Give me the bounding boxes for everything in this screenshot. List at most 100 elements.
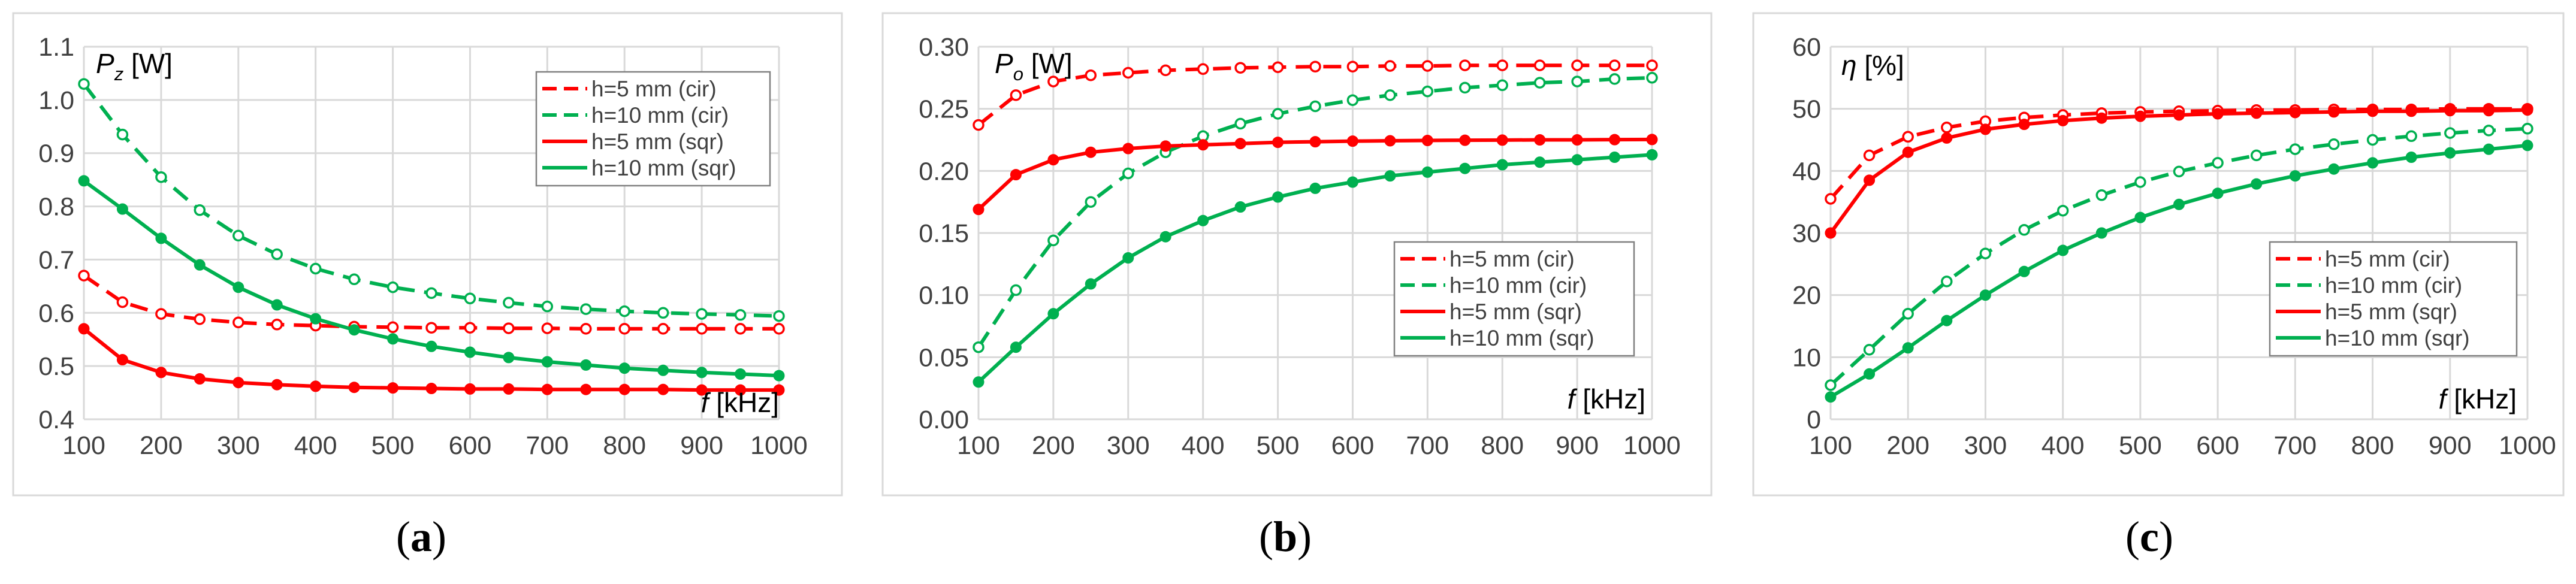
legend-label: h=10 mm (cir)	[1449, 273, 1587, 298]
data-point	[2251, 107, 2263, 119]
data-point	[155, 308, 167, 320]
data-point	[1825, 193, 1837, 205]
y-tick-label: 0.6	[38, 299, 74, 328]
data-point	[271, 299, 283, 311]
data-point	[657, 383, 669, 395]
data-point	[973, 119, 985, 131]
x-tick-label: 600	[1331, 431, 1375, 460]
data-point	[425, 340, 437, 352]
data-point	[734, 323, 747, 335]
data-point	[696, 308, 708, 320]
data-point	[2057, 244, 2069, 256]
data-point	[2018, 224, 2030, 236]
data-point	[232, 229, 244, 242]
data-point	[1941, 314, 1953, 326]
data-point	[1047, 308, 1059, 320]
data-point	[2056, 204, 2069, 217]
data-point	[1609, 134, 1621, 146]
data-point	[1459, 59, 1471, 71]
data-point	[1533, 59, 1546, 71]
data-point	[387, 382, 399, 394]
x-tick-label: 800	[1481, 431, 1524, 460]
y-tick-label: 0.8	[38, 193, 74, 222]
data-point	[1459, 162, 1471, 174]
data-point	[580, 359, 592, 371]
data-point	[1346, 94, 1359, 106]
series-2	[973, 72, 1658, 353]
data-point	[2521, 123, 2533, 135]
data-point	[386, 321, 399, 334]
data-point	[1533, 77, 1546, 89]
data-point	[541, 300, 554, 313]
data-point	[116, 354, 128, 365]
legend-label: h=5 mm (sqr)	[2325, 299, 2457, 324]
data-point	[1085, 196, 1097, 208]
data-point	[1122, 167, 1134, 180]
legend-label: h=5 mm (cir)	[591, 77, 717, 101]
data-point	[1825, 379, 1837, 391]
data-point	[773, 384, 785, 396]
data-point	[425, 322, 437, 334]
legend-label: h=10 mm (sqr)	[1449, 326, 1594, 350]
data-point	[1902, 131, 1914, 143]
data-point	[2212, 187, 2224, 199]
legend-label: h=5 mm (sqr)	[591, 129, 724, 154]
data-point	[2444, 147, 2456, 159]
data-point	[386, 281, 399, 293]
x-tick-label: 600	[449, 431, 492, 460]
data-point	[1234, 117, 1246, 130]
data-point	[1825, 391, 1837, 403]
data-point	[1459, 81, 1471, 94]
data-point	[348, 324, 360, 336]
data-point	[1272, 137, 1284, 149]
data-point	[1384, 60, 1396, 72]
data-point	[1159, 64, 1171, 77]
legend-label: h=10 mm (sqr)	[2325, 326, 2470, 350]
data-point	[2018, 119, 2030, 131]
data-point	[1902, 342, 1914, 354]
data-point	[1941, 276, 1953, 288]
x-tick-label: 500	[1257, 431, 1300, 460]
chart-panel-c: 0 10 20 30 40 50 60 100 200 300 400 500 600 700 800 900…	[1752, 12, 2565, 561]
y-tick-label: 0.4	[38, 406, 74, 434]
data-point	[696, 367, 708, 379]
x-tick-label: 600	[2196, 431, 2239, 460]
data-point	[1346, 60, 1359, 72]
data-point	[116, 128, 129, 141]
data-point	[1459, 134, 1471, 146]
legend: h=5 mm (cir)h=10 mm (cir)h=5 mm (sqr)h=1…	[535, 71, 771, 187]
data-point	[155, 367, 167, 379]
data-point	[503, 322, 515, 334]
y-tick-label: 0.9	[38, 140, 74, 168]
data-point	[2095, 227, 2107, 239]
data-point	[1234, 62, 1246, 74]
data-point	[2328, 106, 2340, 118]
data-point	[2134, 110, 2146, 122]
x-tick-label: 700	[2273, 431, 2317, 460]
data-point	[1571, 59, 1583, 71]
data-point	[657, 307, 669, 319]
data-point	[773, 323, 785, 335]
y-tick-label: 50	[1792, 95, 1821, 124]
x-axis-label: f [kHz]	[1568, 383, 1645, 414]
data-point	[2212, 157, 2224, 169]
data-point	[464, 346, 476, 358]
data-point	[1421, 85, 1434, 98]
data-point	[1159, 140, 1171, 152]
data-point	[1122, 252, 1134, 264]
data-point	[503, 296, 515, 309]
data-point	[1534, 156, 1546, 168]
data-point	[1309, 182, 1321, 194]
data-point	[541, 383, 553, 395]
data-point	[1609, 152, 1621, 163]
data-point	[116, 296, 129, 308]
x-tick-label: 800	[2351, 431, 2394, 460]
y-tick-label: 0.5	[38, 352, 74, 381]
data-point	[78, 78, 90, 90]
data-point	[1197, 214, 1209, 226]
data-point	[1646, 134, 1658, 146]
data-point	[541, 322, 554, 334]
series-3	[1825, 104, 2533, 239]
data-point	[1384, 135, 1396, 147]
data-point	[271, 248, 283, 261]
